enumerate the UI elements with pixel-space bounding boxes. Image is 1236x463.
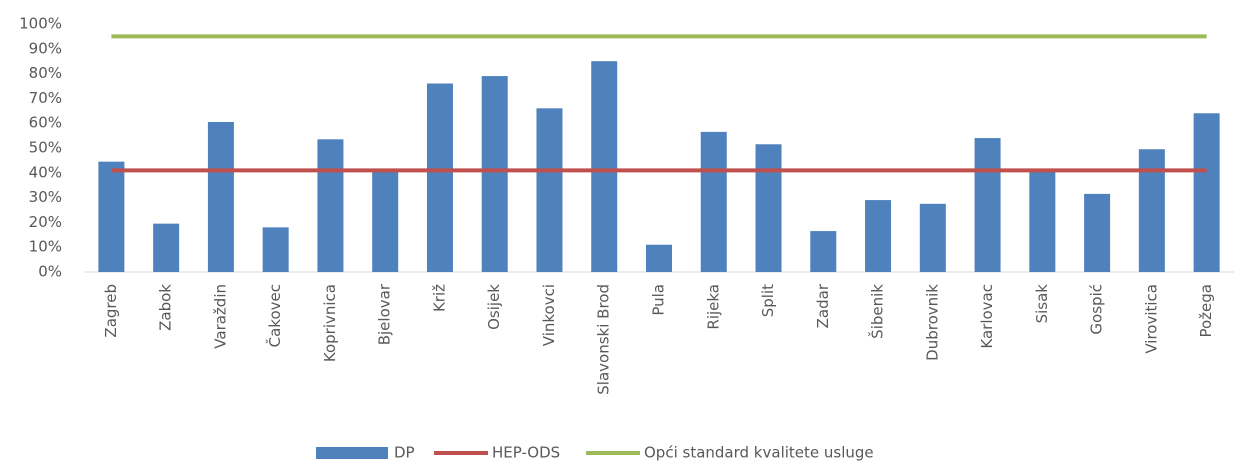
- bar: [262, 227, 289, 272]
- x-tick-label: Rijeka: [704, 284, 722, 330]
- x-tick-label: Split: [759, 284, 777, 317]
- x-tick-label: Sisak: [1033, 284, 1051, 324]
- bar: [810, 231, 837, 272]
- y-tick-label: 80%: [29, 64, 62, 82]
- y-tick-label: 100%: [19, 15, 62, 33]
- bar: [1138, 149, 1165, 272]
- bar: [207, 121, 234, 273]
- x-tick-label: Pula: [650, 284, 668, 316]
- y-tick-label: 40%: [29, 163, 62, 181]
- x-tick-label: Vinkovci: [540, 284, 558, 346]
- y-tick-label: 0%: [38, 263, 62, 281]
- bar: [919, 203, 946, 272]
- bar: [426, 83, 453, 273]
- x-tick-label: Slavonski Brod: [595, 284, 613, 395]
- bar: [98, 161, 125, 272]
- x-tick-label: Zabok: [157, 284, 175, 331]
- x-tick-label: Gospić: [1088, 284, 1106, 335]
- y-tick-label: 50%: [29, 139, 62, 157]
- x-tick-label: Bjelovar: [376, 283, 394, 345]
- legend-label: HEP-ODS: [492, 444, 560, 462]
- x-tick-label: Virovitica: [1142, 284, 1160, 354]
- legend-label: Opći standard kvalitete usluge: [644, 444, 874, 462]
- x-tick-label: Križ: [430, 284, 448, 312]
- bar: [1193, 113, 1220, 272]
- y-tick-label: 10%: [29, 238, 62, 256]
- x-tick-label: Šibenik: [868, 284, 887, 339]
- y-tick-label: 70%: [29, 89, 62, 107]
- x-tick-label: Zadar: [814, 283, 832, 328]
- bar: [317, 139, 344, 272]
- bar: [591, 61, 618, 273]
- bar: [1084, 193, 1111, 272]
- bar: [755, 144, 782, 272]
- legend-swatch: [316, 447, 388, 459]
- y-tick-label: 30%: [29, 188, 62, 206]
- bar: [865, 200, 892, 272]
- x-tick-label: Čakovec: [265, 284, 284, 347]
- bar: [481, 76, 508, 272]
- bar: [153, 223, 180, 272]
- x-tick-label: Koprivnica: [321, 284, 339, 362]
- bar: [372, 169, 399, 272]
- x-tick-label: Varaždin: [211, 284, 229, 349]
- bar: [974, 138, 1001, 272]
- bar: [1029, 170, 1056, 272]
- x-tick-label: Dubrovnik: [923, 284, 941, 361]
- x-tick-label: Požega: [1197, 284, 1215, 338]
- x-tick-label: Zagreb: [102, 284, 120, 338]
- bar: [646, 244, 672, 272]
- y-tick-label: 60%: [29, 114, 62, 132]
- x-tick-label: Karlovac: [978, 284, 996, 349]
- bar: [700, 131, 727, 272]
- legend-label: DP: [394, 444, 415, 462]
- bar: [536, 108, 563, 272]
- x-tick-label: Osijek: [485, 284, 503, 330]
- y-tick-label: 20%: [29, 213, 62, 231]
- y-tick-label: 90%: [29, 39, 62, 57]
